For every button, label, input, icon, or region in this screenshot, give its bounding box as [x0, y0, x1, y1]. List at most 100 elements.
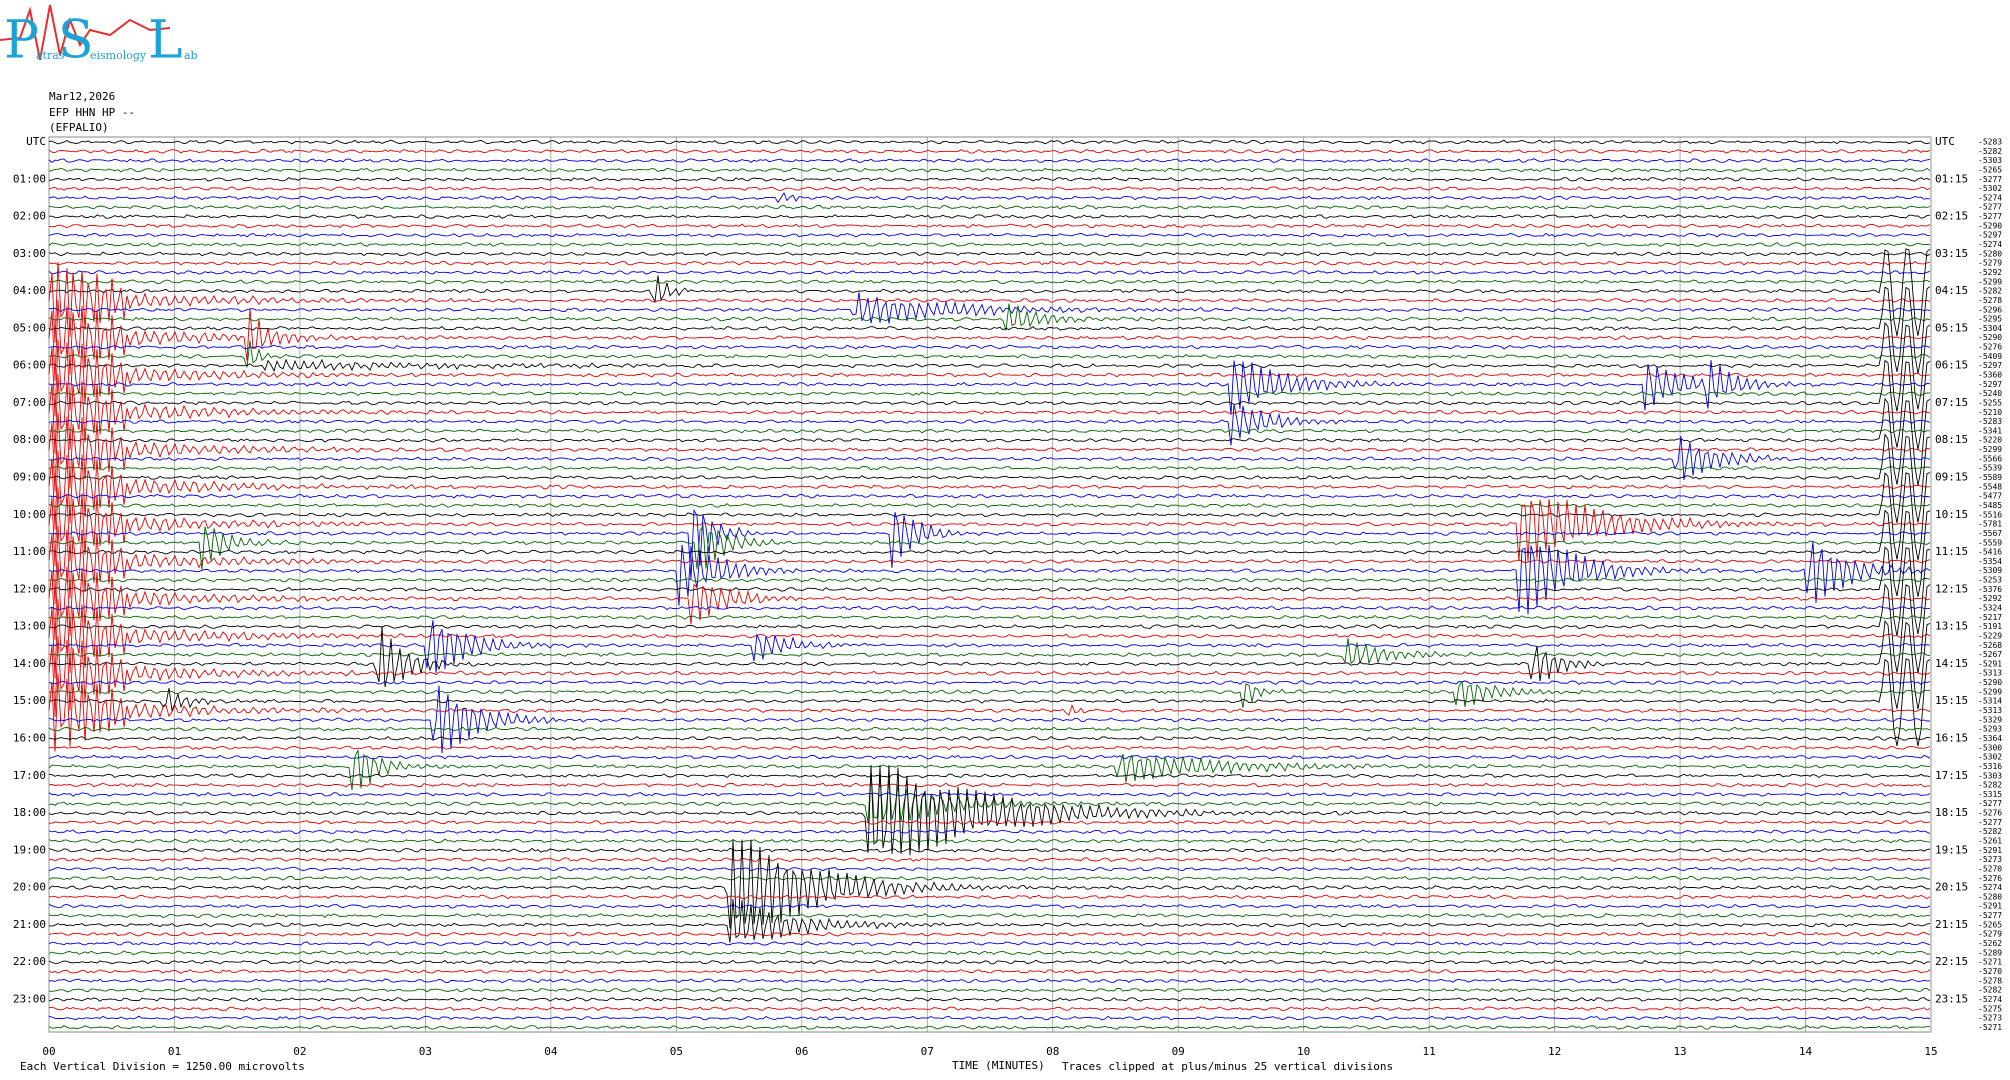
trace-offset: -5265 [1978, 165, 2002, 174]
trace-offset: -5291 [1978, 902, 2002, 911]
right-time-label: 16:15 [1935, 731, 1968, 744]
trace [48, 875, 1931, 881]
trace-offset: -5485 [1978, 501, 2002, 510]
trace [48, 232, 1931, 238]
trace [48, 680, 1931, 708]
trace [48, 598, 1931, 679]
trace-offset: -5297 [1978, 231, 2002, 240]
trace [48, 303, 1931, 331]
trace [48, 791, 1931, 797]
channel: EFP HHN HP -- [49, 106, 135, 119]
trace-offset: -5276 [1978, 809, 2002, 818]
trace [48, 436, 1931, 481]
trace-offset: -5283 [1978, 417, 2002, 426]
trace-offset: -5191 [1978, 622, 2002, 631]
trace [48, 321, 1931, 412]
trace [48, 614, 1931, 620]
trace-offset: -5416 [1978, 548, 2002, 557]
trace-offset: -5278 [1978, 976, 2002, 985]
left-time-label: 03:00 [13, 247, 46, 260]
trace [49, 359, 1931, 450]
trace [48, 941, 1931, 946]
left-time-label: 16:00 [13, 731, 46, 744]
trace-offset: -5270 [1978, 967, 2002, 976]
trace [48, 635, 1931, 717]
trace-offset: -5268 [1978, 641, 2002, 650]
right-time-label: 15:15 [1935, 694, 1968, 707]
trace [48, 344, 1931, 350]
trace-offset: -5295 [1978, 315, 2002, 324]
left-time-label: 13:00 [13, 620, 46, 633]
logo-letter: S [58, 11, 94, 71]
trace-offset: -5303 [1978, 771, 2002, 780]
trace-offset: -5240 [1978, 389, 2002, 398]
trace-offset: -5364 [1978, 734, 2002, 743]
trace-offset: -5292 [1978, 594, 2002, 603]
right-time-label: 19:15 [1935, 843, 1968, 856]
right-time-label: 09:15 [1935, 471, 1968, 484]
date: Mar12,2026 [49, 90, 115, 103]
x-axis-title: TIME (MINUTES) [952, 1059, 1045, 1072]
right-time-label: 02:15 [1935, 210, 1968, 223]
logo-word: ab [184, 49, 198, 62]
trace-offset: -5274 [1978, 193, 2002, 202]
x-tick-label: 12 [1548, 1045, 1561, 1058]
trace-offset: -5290 [1978, 221, 2002, 230]
trace [48, 486, 1931, 567]
trace-offset: -5274 [1978, 240, 2002, 249]
trace [48, 260, 1931, 266]
trace-offset: -5220 [1978, 436, 2002, 445]
trace [48, 404, 1931, 446]
trace-offset: -5277 [1978, 911, 2002, 920]
left-time-label: 08:00 [13, 433, 46, 446]
trace [48, 270, 1931, 275]
right-time-label: 12:15 [1935, 582, 1968, 595]
trace-offset: -5299 [1978, 687, 2002, 696]
left-time-label: 10:00 [13, 508, 46, 521]
right-time-label: 01:15 [1935, 172, 1968, 185]
trace [48, 673, 1931, 752]
left-time-label: 04:00 [13, 284, 46, 297]
trace [48, 736, 1931, 741]
trace-offset: -5409 [1978, 352, 2002, 361]
trace-offset: -5279 [1978, 259, 2002, 268]
trace-offset: -5265 [1978, 920, 2002, 929]
trace-offset: -5271 [1978, 958, 2002, 967]
trace [48, 1024, 1931, 1030]
trace [48, 279, 1931, 285]
trace [48, 857, 1931, 863]
left-time-label: 21:00 [13, 918, 46, 931]
right-time-label: 22:15 [1935, 955, 1968, 968]
trace-offset: -5313 [1978, 669, 2002, 678]
trace-offset: -5300 [1978, 743, 2002, 752]
trace [48, 176, 1931, 182]
trace-offset: -5261 [1978, 837, 2002, 846]
left-time-label: UTC [26, 135, 46, 148]
trace [48, 898, 1931, 943]
trace-offset: -5297 [1978, 361, 2002, 370]
trace [48, 894, 1931, 900]
trace [48, 472, 1931, 561]
trace-offset: -5277 [1978, 799, 2002, 808]
trace [49, 819, 1931, 825]
logo-word: eismology [90, 49, 147, 62]
right-time-label: 08:15 [1935, 433, 1968, 446]
trace-offset: -5274 [1978, 883, 2002, 892]
trace-offset: -5303 [1978, 156, 2002, 165]
trace [48, 191, 1931, 204]
trace [48, 186, 1931, 191]
trace-offset: -5277 [1978, 203, 2002, 212]
trace-offset: -5277 [1978, 212, 2002, 221]
trace-offset: -5283 [1978, 138, 2002, 147]
trace [48, 978, 1931, 984]
trace [48, 847, 1931, 853]
trace-offset: -5282 [1978, 287, 2002, 296]
trace-offset: -5290 [1978, 678, 2002, 687]
trace [48, 969, 1931, 974]
left-time-label: 05:00 [13, 321, 46, 334]
trace [48, 950, 1931, 956]
traces [48, 139, 1931, 1030]
trace-offset: -5277 [1978, 175, 2002, 184]
trace [48, 286, 1931, 374]
trace [48, 745, 1931, 751]
